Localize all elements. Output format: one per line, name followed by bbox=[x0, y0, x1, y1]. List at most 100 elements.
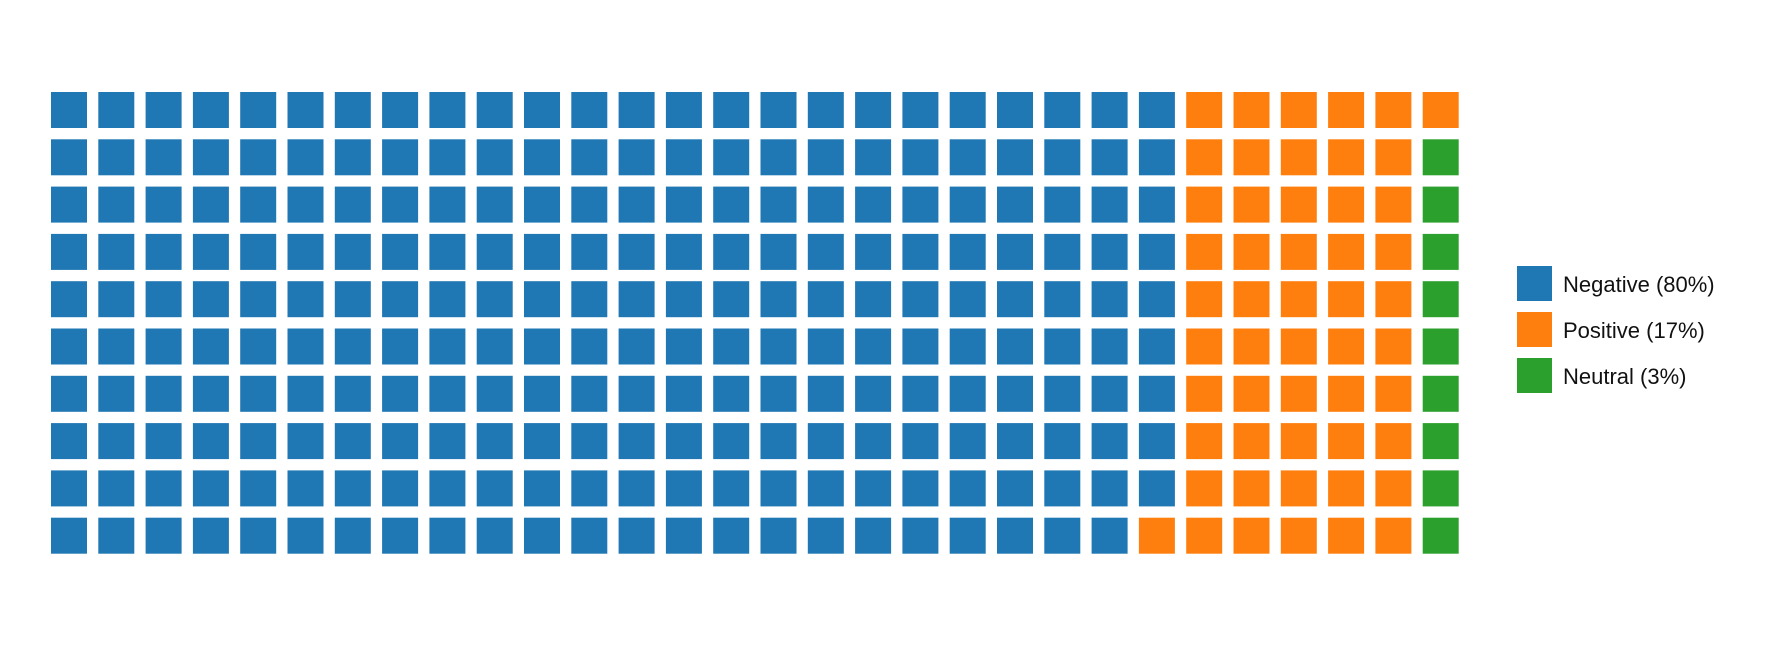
legend-label-negative: Negative (80%) bbox=[1563, 272, 1715, 297]
waffle-cell-negative bbox=[949, 517, 986, 554]
waffle-cell-negative bbox=[476, 517, 513, 554]
waffle-cell-positive bbox=[1186, 233, 1223, 270]
waffle-cell-negative bbox=[192, 423, 229, 460]
waffle-cell-negative bbox=[713, 470, 750, 507]
waffle-cell-negative bbox=[902, 423, 939, 460]
waffle-cell-negative bbox=[240, 139, 277, 176]
waffle-cell-positive bbox=[1186, 517, 1223, 554]
waffle-cell-negative bbox=[287, 186, 324, 223]
waffle-cell-negative bbox=[665, 423, 702, 460]
waffle-cell-negative bbox=[240, 281, 277, 318]
waffle-cell-negative bbox=[382, 517, 419, 554]
waffle-cell-positive bbox=[1280, 139, 1317, 176]
waffle-cell-positive bbox=[1186, 375, 1223, 412]
waffle-cell-negative bbox=[949, 281, 986, 318]
waffle-cell-negative bbox=[476, 423, 513, 460]
waffle-cell-negative bbox=[51, 375, 87, 412]
waffle-cell-negative bbox=[618, 139, 655, 176]
waffle-cell-neutral bbox=[1422, 470, 1459, 507]
waffle-cell-negative bbox=[855, 281, 892, 318]
waffle-cell-negative bbox=[287, 281, 324, 318]
waffle-cell-negative bbox=[334, 186, 371, 223]
waffle-cell-positive bbox=[1328, 139, 1365, 176]
waffle-cell-negative bbox=[807, 139, 844, 176]
waffle-cell-negative bbox=[287, 423, 324, 460]
waffle-cell-negative bbox=[240, 517, 277, 554]
legend-label-positive: Positive (17%) bbox=[1563, 318, 1705, 343]
waffle-cell-negative bbox=[382, 328, 419, 365]
waffle-cell-positive bbox=[1233, 233, 1270, 270]
waffle-cell-negative bbox=[1044, 233, 1081, 270]
waffle-cell-negative bbox=[192, 281, 229, 318]
waffle-cell-negative bbox=[949, 328, 986, 365]
waffle-cell-negative bbox=[902, 470, 939, 507]
waffle-cell-negative bbox=[51, 92, 87, 128]
waffle-cell-positive bbox=[1328, 470, 1365, 507]
waffle-cell-negative bbox=[997, 92, 1033, 128]
waffle-cell-negative bbox=[287, 375, 324, 412]
waffle-cell-negative bbox=[51, 470, 87, 507]
waffle-cell-negative bbox=[287, 92, 324, 128]
waffle-cell-positive bbox=[1233, 375, 1270, 412]
waffle-cell-negative bbox=[524, 517, 560, 554]
waffle-cell-positive bbox=[1280, 375, 1317, 412]
waffle-cell-positive bbox=[1233, 423, 1270, 460]
waffle-cell-negative bbox=[334, 375, 371, 412]
waffle-cell-negative bbox=[51, 139, 87, 176]
waffle-cell-negative bbox=[1044, 423, 1081, 460]
waffle-cell-negative bbox=[334, 423, 371, 460]
waffle-cell-negative bbox=[665, 470, 702, 507]
waffle-cell-negative bbox=[855, 233, 892, 270]
waffle-cell-negative bbox=[98, 281, 135, 318]
waffle-cell-negative bbox=[665, 375, 702, 412]
waffle-cell-negative bbox=[98, 92, 135, 128]
waffle-cell-negative bbox=[855, 517, 892, 554]
waffle-cell-negative bbox=[902, 328, 939, 365]
waffle-cell-positive bbox=[1186, 423, 1223, 460]
waffle-cell-negative bbox=[1138, 139, 1175, 176]
waffle-cell-positive bbox=[1328, 375, 1365, 412]
waffle-cell-positive bbox=[1233, 328, 1270, 365]
waffle-cell-negative bbox=[997, 233, 1033, 270]
waffle-cell-negative bbox=[429, 375, 466, 412]
waffle-cell-negative bbox=[571, 470, 608, 507]
waffle-cell-negative bbox=[571, 92, 608, 128]
waffle-cell-negative bbox=[618, 470, 655, 507]
waffle-cell-negative bbox=[571, 328, 608, 365]
legend-swatch-negative bbox=[1517, 266, 1552, 301]
waffle-cell-negative bbox=[1091, 233, 1128, 270]
legend-item-neutral: Neutral (3%) bbox=[1517, 358, 1686, 393]
waffle-cell-negative bbox=[1044, 517, 1081, 554]
waffle-cell-negative bbox=[287, 139, 324, 176]
waffle-cell-negative bbox=[713, 92, 750, 128]
waffle-cell-neutral bbox=[1422, 375, 1459, 412]
waffle-cell-negative bbox=[476, 186, 513, 223]
waffle-cell-negative bbox=[1138, 328, 1175, 365]
waffle-cell-negative bbox=[429, 186, 466, 223]
waffle-cell-negative bbox=[1091, 328, 1128, 365]
waffle-cells bbox=[51, 92, 1459, 554]
waffle-cell-negative bbox=[949, 375, 986, 412]
waffle-cell-negative bbox=[1091, 186, 1128, 223]
waffle-cell-negative bbox=[98, 233, 135, 270]
waffle-cell-negative bbox=[1138, 92, 1175, 128]
waffle-cell-negative bbox=[571, 186, 608, 223]
waffle-cell-negative bbox=[429, 92, 466, 128]
waffle-cell-negative bbox=[192, 233, 229, 270]
waffle-cell-negative bbox=[760, 186, 797, 223]
waffle-cell-positive bbox=[1375, 328, 1412, 365]
waffle-cell-negative bbox=[145, 517, 182, 554]
waffle-cell-negative bbox=[1138, 423, 1175, 460]
waffle-cell-negative bbox=[287, 328, 324, 365]
waffle-cell-negative bbox=[665, 281, 702, 318]
waffle-cell-negative bbox=[51, 517, 87, 554]
waffle-cell-negative bbox=[902, 517, 939, 554]
waffle-cell-negative bbox=[287, 233, 324, 270]
waffle-cell-negative bbox=[1044, 139, 1081, 176]
legend-swatch-neutral bbox=[1517, 358, 1552, 393]
waffle-cell-negative bbox=[760, 139, 797, 176]
waffle-cell-negative bbox=[713, 423, 750, 460]
waffle-cell-negative bbox=[807, 423, 844, 460]
waffle-cell-negative bbox=[713, 233, 750, 270]
waffle-cell-negative bbox=[192, 470, 229, 507]
